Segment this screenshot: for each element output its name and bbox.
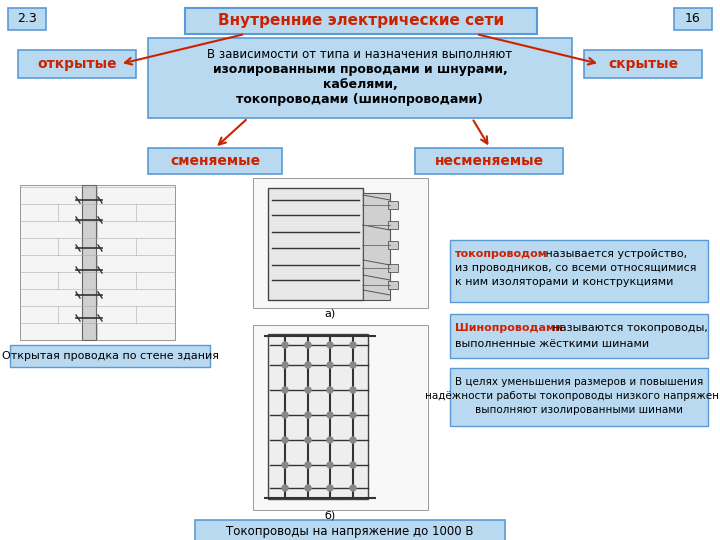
Bar [268, 334, 368, 499]
Bar [388, 201, 398, 209]
Circle shape [282, 362, 288, 368]
Circle shape [350, 412, 356, 418]
Circle shape [305, 342, 311, 348]
Circle shape [282, 387, 288, 393]
Text: изолированными проводами и шнурами,: изолированными проводами и шнурами, [212, 64, 508, 77]
Circle shape [327, 437, 333, 443]
Circle shape [350, 462, 356, 468]
Bar [415, 148, 563, 174]
Text: 16: 16 [685, 12, 701, 25]
Text: токопроводом: токопроводом [455, 249, 548, 259]
Bar [388, 241, 398, 249]
Bar [584, 50, 702, 78]
Circle shape [350, 362, 356, 368]
Bar [450, 314, 708, 358]
Text: несменяемые: несменяемые [434, 154, 544, 168]
Bar [388, 264, 398, 272]
Text: выполняют изолированными шинами: выполняют изолированными шинами [475, 405, 683, 415]
Circle shape [327, 462, 333, 468]
Circle shape [327, 387, 333, 393]
Text: сменяемые: сменяемые [170, 154, 260, 168]
Bar [18, 50, 136, 78]
Circle shape [350, 342, 356, 348]
Text: открытые: открытые [37, 57, 117, 71]
Bar [253, 325, 428, 510]
Bar [195, 520, 505, 540]
Text: В целях уменьшения размеров и повышения: В целях уменьшения размеров и повышения [455, 377, 703, 387]
Text: В зависимости от типа и назначения выполняют: В зависимости от типа и назначения выпол… [207, 49, 513, 62]
Circle shape [282, 437, 288, 443]
Circle shape [305, 412, 311, 418]
Circle shape [350, 485, 356, 491]
Text: 2.3: 2.3 [17, 12, 37, 25]
Text: надёжности работы токопроводы низкого напряжения: надёжности работы токопроводы низкого на… [426, 391, 720, 401]
Bar [253, 178, 428, 308]
Bar [450, 368, 708, 426]
Text: кабелями,: кабелями, [323, 78, 397, 91]
Circle shape [350, 437, 356, 443]
Text: выполненные жёсткими шинами: выполненные жёсткими шинами [455, 339, 649, 349]
Text: из проводников, со всеми относящимися: из проводников, со всеми относящимися [455, 263, 696, 273]
Bar [148, 148, 282, 174]
Circle shape [350, 387, 356, 393]
Circle shape [305, 485, 311, 491]
Text: а): а) [325, 308, 336, 318]
Bar [185, 8, 537, 34]
Text: Шинопроводами: Шинопроводами [455, 323, 563, 333]
Bar [388, 221, 398, 229]
Circle shape [305, 462, 311, 468]
Circle shape [305, 362, 311, 368]
Bar [20, 185, 175, 340]
Bar [388, 281, 398, 289]
Bar [82, 185, 96, 340]
Circle shape [305, 387, 311, 393]
Circle shape [282, 462, 288, 468]
Text: называются токопроводы,: называются токопроводы, [549, 323, 708, 333]
Circle shape [305, 437, 311, 443]
Bar [148, 38, 572, 118]
Circle shape [282, 412, 288, 418]
Text: токопроводами (шинопроводами): токопроводами (шинопроводами) [236, 93, 484, 106]
Circle shape [327, 412, 333, 418]
Bar [674, 8, 712, 30]
Circle shape [327, 485, 333, 491]
Bar [10, 345, 210, 367]
Text: к ним изоляторами и конструкциями: к ним изоляторами и конструкциями [455, 277, 673, 287]
Text: Токопроводы на напряжение до 1000 В: Токопроводы на напряжение до 1000 В [226, 524, 474, 537]
Bar [450, 240, 708, 302]
Circle shape [327, 362, 333, 368]
Bar [363, 193, 390, 300]
Bar [268, 188, 363, 300]
Circle shape [327, 342, 333, 348]
Bar [8, 8, 46, 30]
Text: б): б) [325, 510, 336, 520]
Text: Внутренние электрические сети: Внутренние электрические сети [218, 14, 504, 29]
Text: называется устройство,: называется устройство, [542, 249, 687, 259]
Circle shape [282, 485, 288, 491]
Text: скрытые: скрытые [608, 57, 678, 71]
Circle shape [282, 342, 288, 348]
Text: Открытая проводка по стене здания: Открытая проводка по стене здания [1, 351, 218, 361]
